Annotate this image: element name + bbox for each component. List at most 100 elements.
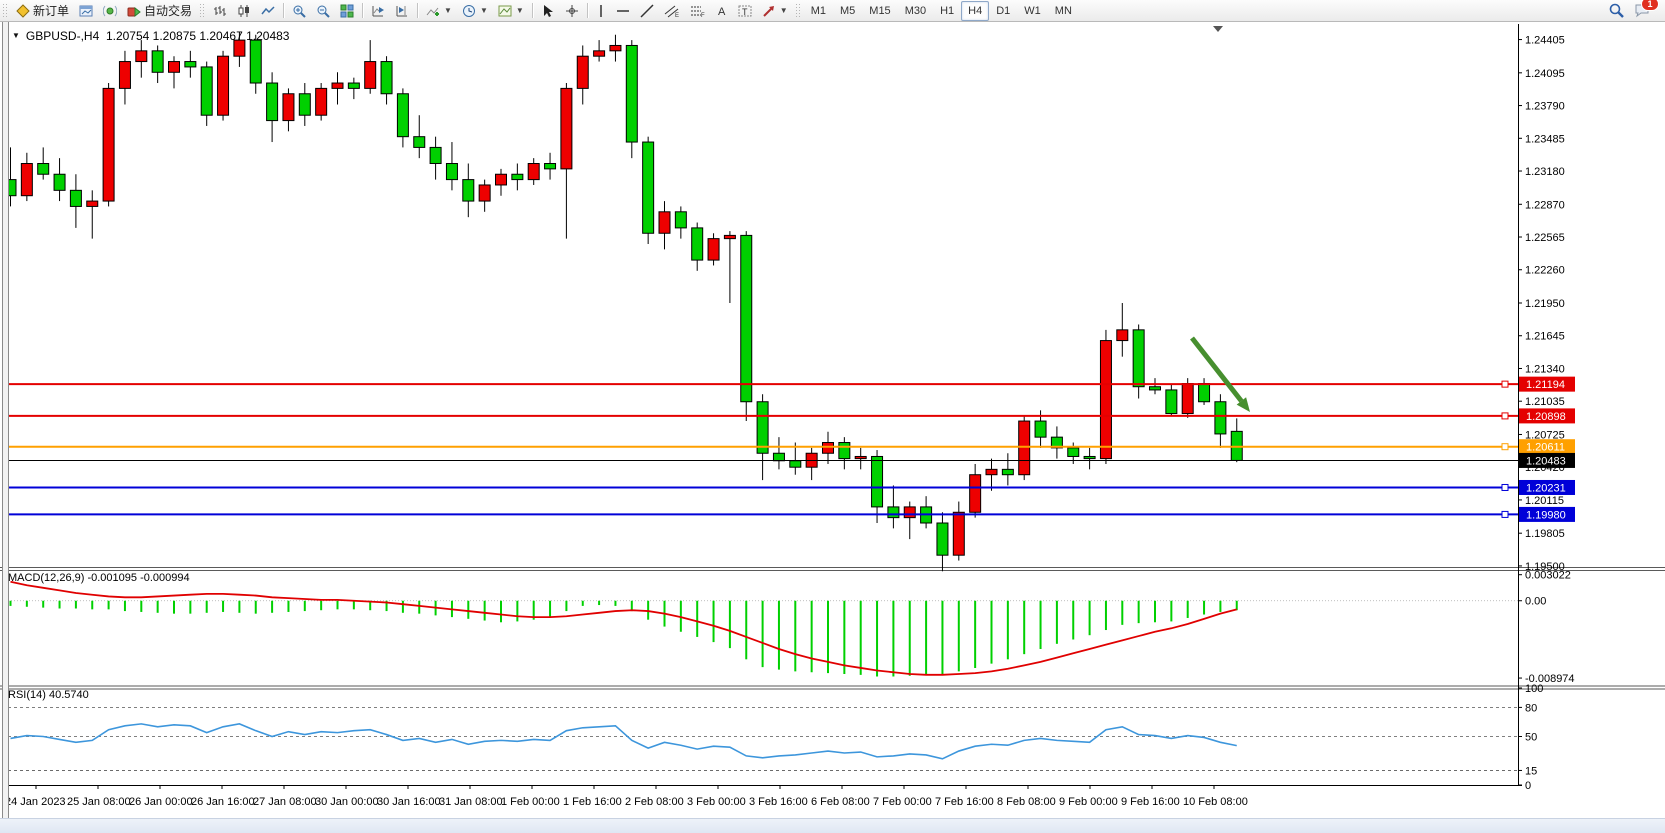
svg-text:24 Jan 2023: 24 Jan 2023 — [5, 796, 66, 808]
annotation-arrow[interactable] — [1190, 336, 1244, 403]
svg-text:1.24405: 1.24405 — [1525, 35, 1565, 47]
rsi-label: RSI(14) 40.5740 — [8, 689, 89, 701]
search-button[interactable] — [1604, 0, 1629, 21]
ohlc-readout: 1.20754 1.20875 1.20467 1.20483 — [105, 29, 290, 43]
toolbar-grip[interactable] — [794, 3, 802, 18]
svg-text:3 Feb 00:00: 3 Feb 00:00 — [687, 796, 746, 808]
macd-histogram — [9, 600, 1238, 677]
tab-w1[interactable]: W1 — [1024, 4, 1041, 17]
window-left-border — [2, 21, 9, 818]
svg-text:9 Feb 00:00: 9 Feb 00:00 — [1059, 796, 1118, 808]
svg-text:0.00: 0.00 — [1525, 596, 1546, 608]
auto-scroll-button[interactable] — [366, 0, 390, 21]
level-handle[interactable] — [1501, 412, 1509, 420]
tab-h1[interactable]: H1 — [940, 4, 955, 17]
candlestick-icon — [237, 4, 251, 18]
text-button[interactable]: A — [711, 0, 733, 21]
tab-m30[interactable]: M30 — [904, 4, 927, 17]
new-order-button[interactable]: 新订单 — [11, 0, 74, 21]
tab-m1[interactable]: M1 — [810, 4, 826, 17]
auto-trading-button[interactable]: 自动交易 — [122, 0, 197, 21]
svg-text:1.20725: 1.20725 — [1525, 429, 1565, 441]
svg-text:T: T — [742, 7, 748, 17]
chevron-down-icon: ▼ — [444, 6, 452, 15]
svg-text:50: 50 — [1525, 732, 1537, 744]
tab-m5[interactable]: M5 — [840, 4, 856, 17]
svg-text:1.21950: 1.21950 — [1525, 298, 1565, 310]
level-price-tag: 1.20483 — [1519, 452, 1575, 468]
svg-text:E: E — [675, 13, 679, 18]
svg-text:1.22565: 1.22565 — [1525, 232, 1565, 244]
svg-text:1.19805: 1.19805 — [1525, 528, 1565, 540]
tab-m15[interactable]: M15 — [869, 4, 891, 17]
window-bottom-strip — [0, 818, 1665, 833]
candlestick-chart-button[interactable] — [232, 0, 256, 21]
chart-canvas[interactable]: 1.24405 1.24095 1.23790 1.23485 1.23180 1.228… — [0, 21, 1665, 832]
svg-text:30 Jan 16:00: 30 Jan 16:00 — [377, 796, 441, 808]
zoom-in-button[interactable] — [287, 0, 311, 21]
text-label-button[interactable]: T — [733, 0, 757, 21]
main-toolbar: 新订单 自动交易 — [0, 0, 1665, 22]
chart-window[interactable]: 1.24405 1.24095 1.23790 1.23485 1.23180 1.228… — [0, 21, 1665, 832]
fibonacci-button[interactable]: F — [685, 0, 711, 21]
search-icon — [1609, 3, 1624, 18]
chart-window-button[interactable] — [74, 0, 98, 21]
svg-text:1.20115: 1.20115 — [1525, 495, 1564, 507]
cursor-button[interactable] — [536, 0, 560, 21]
text-label-icon: T — [738, 4, 752, 18]
tab-mn[interactable]: MN — [1054, 4, 1072, 17]
signals-button[interactable] — [98, 0, 122, 21]
templates-button[interactable]: ▼ — [493, 0, 529, 21]
periods-button[interactable]: ▼ — [457, 0, 493, 21]
chart-title[interactable]: ▼ GBPUSD-,H4 1.20754 1.20875 1.20467 1.20… — [12, 29, 289, 43]
svg-text:7 Feb 16:00: 7 Feb 16:00 — [935, 796, 994, 808]
tab-d1[interactable]: D1 — [996, 4, 1011, 17]
svg-text:3 Feb 16:00: 3 Feb 16:00 — [749, 796, 808, 808]
cursor-icon — [541, 4, 555, 18]
template-icon — [498, 4, 512, 18]
svg-text:1.22870: 1.22870 — [1525, 199, 1565, 211]
symbol-dropdown-icon[interactable]: ▼ — [12, 31, 20, 40]
svg-text:7 Feb 00:00: 7 Feb 00:00 — [873, 796, 932, 808]
line-chart-button[interactable] — [256, 0, 280, 21]
clock-icon — [462, 4, 476, 18]
trendline-button[interactable] — [635, 0, 659, 21]
svg-text:10 Feb 08:00: 10 Feb 08:00 — [1183, 796, 1248, 808]
chart-shift-button[interactable] — [390, 0, 414, 21]
notifications-button[interactable]: 1 — [1629, 0, 1659, 21]
level-price-tag: 1.21194 — [1519, 376, 1575, 392]
annotation-arrow-head[interactable] — [1236, 397, 1250, 412]
new-order-label: 新订单 — [33, 4, 70, 18]
zoom-out-button[interactable] — [311, 0, 335, 21]
crosshair-button[interactable] — [560, 0, 584, 21]
arrows-button[interactable]: ▼ — [757, 0, 793, 21]
svg-text:6 Feb 08:00: 6 Feb 08:00 — [811, 796, 870, 808]
horizontal-line-button[interactable] — [611, 0, 635, 21]
svg-text:1.22260: 1.22260 — [1525, 265, 1565, 277]
svg-text:1.20611: 1.20611 — [1526, 442, 1565, 454]
chart-shift-marker[interactable] — [1213, 26, 1223, 32]
tab-h4[interactable]: H4 — [961, 0, 990, 21]
toolbar-grip[interactable] — [199, 3, 207, 18]
toolbar-separator — [283, 3, 285, 18]
bar-chart-button[interactable] — [208, 0, 232, 21]
svg-text:0.003022: 0.003022 — [1525, 570, 1571, 582]
indicators-button[interactable]: ▼ — [421, 0, 457, 21]
equidistant-channel-button[interactable]: E — [659, 0, 685, 21]
level-handle[interactable] — [1501, 510, 1509, 518]
vertical-line-button[interactable] — [591, 0, 611, 21]
toolbar-separator — [586, 3, 588, 18]
level-price-tag: 1.20611 — [1519, 439, 1575, 455]
toolbar-separator — [362, 3, 364, 18]
toolbar-grip[interactable] — [2, 3, 9, 18]
tile-windows-button[interactable] — [335, 0, 359, 21]
svg-text:80: 80 — [1525, 702, 1537, 714]
level-handle[interactable] — [1501, 443, 1509, 451]
level-handle[interactable] — [1501, 380, 1509, 388]
level-handle[interactable] — [1501, 483, 1509, 491]
toolbar-separator — [531, 3, 533, 18]
candles — [4, 31, 1243, 572]
macd-signal-line — [10, 580, 1237, 676]
svg-text:100: 100 — [1525, 683, 1543, 695]
